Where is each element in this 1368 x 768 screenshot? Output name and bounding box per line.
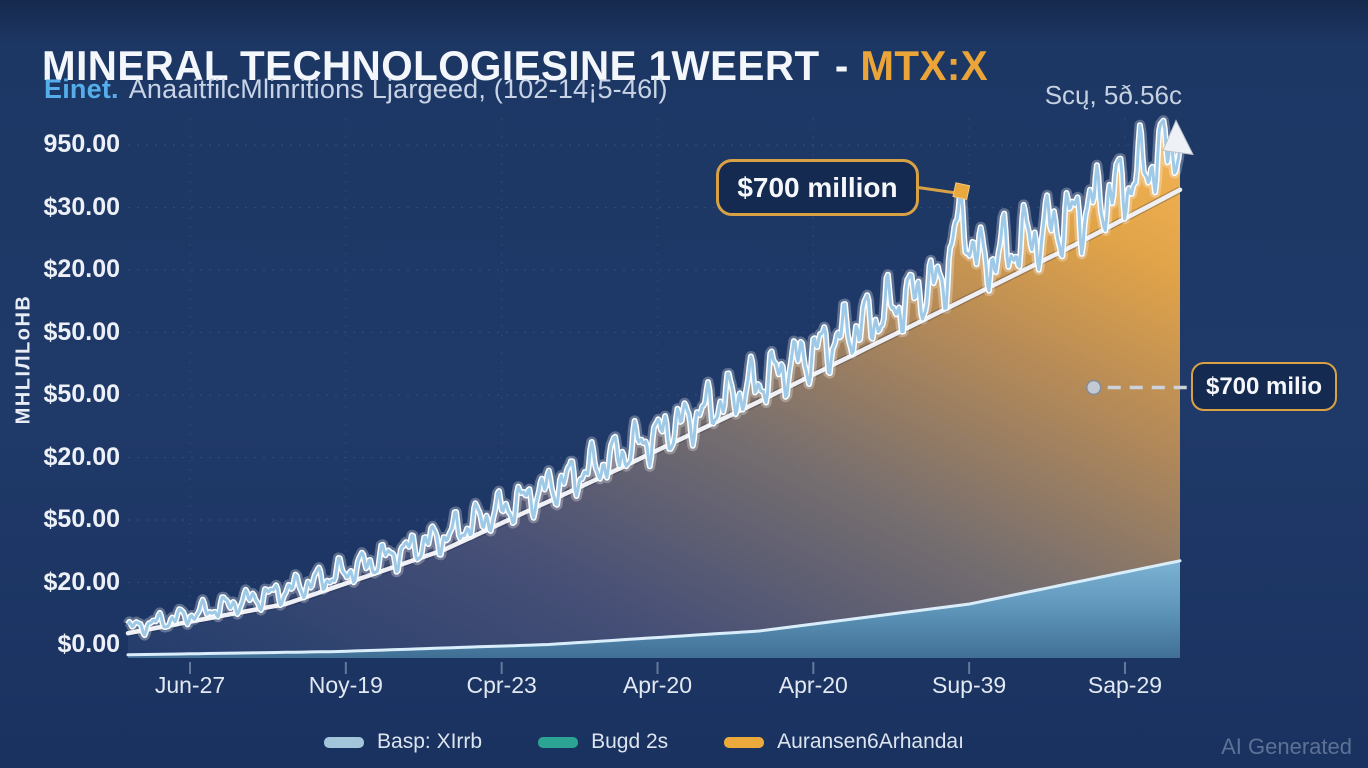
callout-700-million-text: $700 million — [737, 171, 898, 203]
legend-swatch-icon — [724, 736, 765, 748]
legend-swatch-icon — [538, 736, 579, 748]
legend-swatch-icon — [324, 736, 365, 748]
callout-700-milio: $700 milio — [1191, 362, 1337, 411]
y-axis-title: MHLIЛLoHB — [12, 294, 35, 425]
y-tick-label-6: $50.00 — [43, 505, 120, 533]
y-tick-label-8: $0.00 — [57, 630, 120, 658]
price-area-fill — [128, 120, 1180, 659]
y-tick-label-5: $20.00 — [43, 442, 120, 471]
x-tick-label-5: Sup-39 — [932, 672, 1007, 698]
page-title: MINERAL TECHNOLOGIESINE 1WEERT - MTX:X — [42, 42, 988, 90]
subtitle-rest: AnaaitfilcMlinritions Ljargeed, (102-14¡… — [128, 74, 668, 104]
callout-700-milio-text: $700 milio — [1205, 372, 1323, 400]
legend-item-1: Bugd 2s — [538, 730, 668, 754]
callout-700-million: $700 million — [716, 159, 919, 216]
legend-label: Basp: XIrrb — [377, 730, 483, 753]
quote-value: Scų, 5ð.56c — [1044, 80, 1182, 110]
legend: Basp: XIrrb Bugd 2s Auransen6Arhandaı — [0, 730, 1328, 754]
x-tick-label-1: Noy-19 — [308, 672, 383, 698]
baseline-area-fill — [128, 560, 1180, 658]
subtitle-lead: Einet. — [44, 74, 119, 104]
x-tick-label-0: Jun-27 — [154, 672, 226, 698]
y-tick-label-1: $30.00 — [43, 192, 120, 221]
subtitle: Einet. AnaaitfilcMlinritions Ljargeed, (1… — [44, 74, 668, 105]
price-line — [126, 119, 1182, 637]
x-tick-label-2: Cpr-23 — [466, 672, 537, 698]
ticker-symbol: MTX:X — [860, 42, 989, 90]
legend-label: Auransen6Arhandaı — [777, 730, 964, 753]
x-tick-label-3: Apr-20 — [622, 672, 693, 698]
y-tick-label-0: 950.00 — [43, 130, 120, 158]
title-separator: - — [834, 42, 849, 90]
callout-700-million-connector — [917, 186, 958, 195]
ai-generated-watermark: AI Generated — [1221, 734, 1352, 759]
baseline-area-edge — [126, 559, 1182, 657]
y-tick-label-4: $50.00 — [43, 380, 120, 408]
legend-label: Bugd 2s — [591, 730, 669, 753]
legend-item-2: Auransen6Arhandaı — [724, 730, 964, 754]
x-tick-label-6: Sap-29 — [1087, 672, 1163, 698]
legend-item-0: Basp: XIrrb — [324, 730, 482, 754]
y-tick-label-2: $20.00 — [43, 255, 120, 283]
title-text: MINERAL TECHNOLOGIESINE 1WEERT — [42, 42, 820, 90]
spike-marker — [952, 182, 971, 201]
reference-dot-marker — [1085, 379, 1102, 396]
x-tick-label-4: Apr-20 — [778, 672, 848, 698]
arrow-up-icon — [1162, 119, 1194, 156]
y-tick-label-7: $20.00 — [43, 567, 120, 596]
y-tick-label-3: $50.00 — [43, 317, 120, 346]
